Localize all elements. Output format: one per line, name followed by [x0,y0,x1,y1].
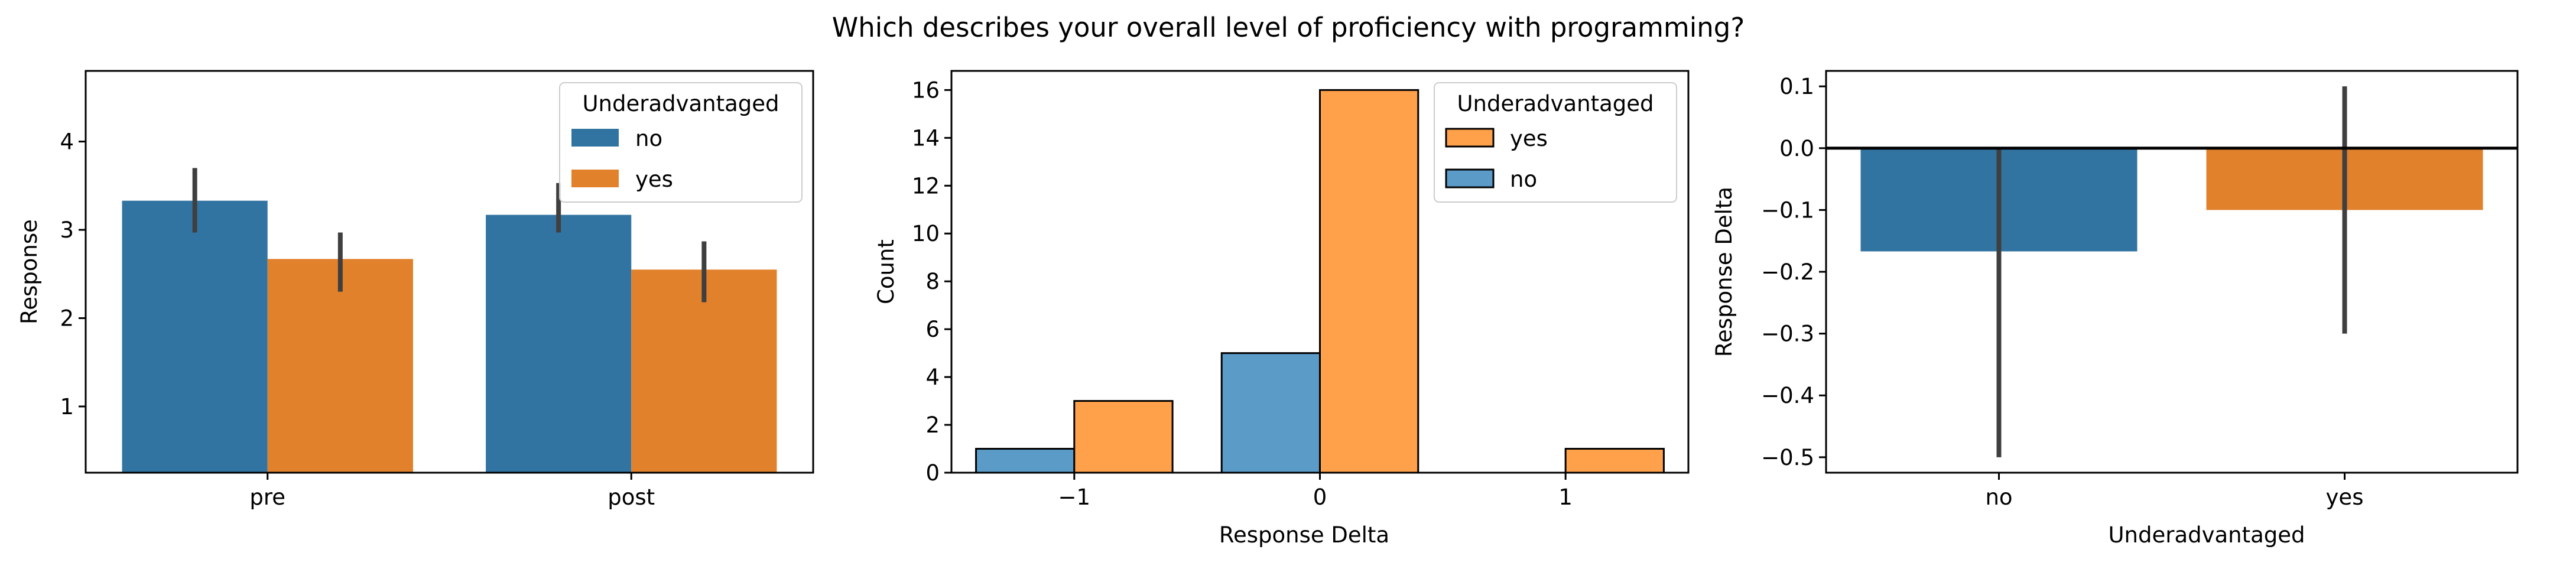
bar-pre-no [122,200,268,473]
y-tick-label: −0.3 [1761,321,1814,347]
panel-1-frame [85,70,814,474]
legend-frame [1434,82,1677,203]
hist-bar-no--1 [975,448,1076,474]
y-tick-label: 12 [912,173,940,199]
y-tick-label: −0.5 [1761,445,1814,470]
legend-swatch-yes [1445,128,1495,148]
panel-1-legend: Underadvantaged no yes [559,82,803,203]
y-tick-label: 14 [912,125,940,151]
legend-swatch-no [1445,168,1495,188]
x-tick-label: pre [249,485,285,510]
x-tick-label: yes [2326,485,2364,510]
x-tick-label: post [608,485,655,510]
y-tick-label: −0.2 [1761,259,1814,285]
bar-pre-yes [267,259,413,473]
y-tick-label: 1 [60,394,74,420]
panel-1-ylabel: Response [17,219,42,324]
y-tick-label: 4 [925,365,940,390]
chart-response-delta-histogram: Count Response Delta Underadvantaged yes… [873,70,1690,548]
y-tick-label: 0 [925,460,940,486]
bar-post-yes [631,269,777,473]
y-tick-label: 4 [60,129,74,155]
legend-swatch-no [571,129,619,147]
y-tick-label: 10 [912,221,940,246]
panel-3-xlabel: Underadvantaged [2108,522,2305,548]
x-tick-label: −1 [1058,485,1091,510]
hist-bar-yes-1 [1564,448,1665,474]
legend-label-no: no [1510,167,1537,192]
legend-label-no: no [635,126,662,151]
y-tick-label: 2 [60,305,74,331]
legend-swatch-yes [571,170,619,187]
y-tick-label: 8 [925,269,940,294]
y-tick-label: 16 [912,77,940,103]
legend-frame [559,82,803,203]
hist-bar-yes-0 [1319,89,1419,474]
panel-2-ylabel: Count [873,239,899,304]
legend-label-yes: yes [1510,126,1548,151]
y-tick-label: 3 [60,217,74,243]
hist-bar-yes--1 [1073,400,1174,474]
y-tick-label: 0.1 [1779,74,1814,99]
legend-title: Underadvantaged [1457,91,1654,116]
y-tick-label: 6 [925,317,940,342]
hist-bar-no-0 [1220,352,1321,474]
y-tick-label: 0.0 [1779,136,1814,161]
panel-3-frame [1825,70,2519,474]
chart-delta-by-group: Response Delta Underadvantaged no yes 0.1 0… [1711,70,2519,548]
panel-2-xlabel: Response Delta [1219,522,1389,548]
panel-2-frame [950,70,1690,474]
y-tick-label: −0.4 [1761,383,1814,408]
figure-title: Which describes your overall level of pr… [832,12,1745,43]
y-tick-label: −0.1 [1761,197,1814,223]
bar-post-no [486,214,632,473]
x-tick-label: 0 [1313,485,1327,510]
x-tick-label: 1 [1558,485,1573,510]
panel-3-ylabel: Response Delta [1711,187,1737,357]
legend-label-yes: yes [635,167,673,192]
x-tick-label: no [1985,485,2012,510]
y-tick-label: 2 [925,412,940,438]
chart-response-by-phase: Response Underadvantaged no yes pre post 1… [17,70,814,510]
panel-2-legend: Underadvantaged yes no [1434,82,1677,203]
legend-title: Underadvantaged [582,91,779,116]
